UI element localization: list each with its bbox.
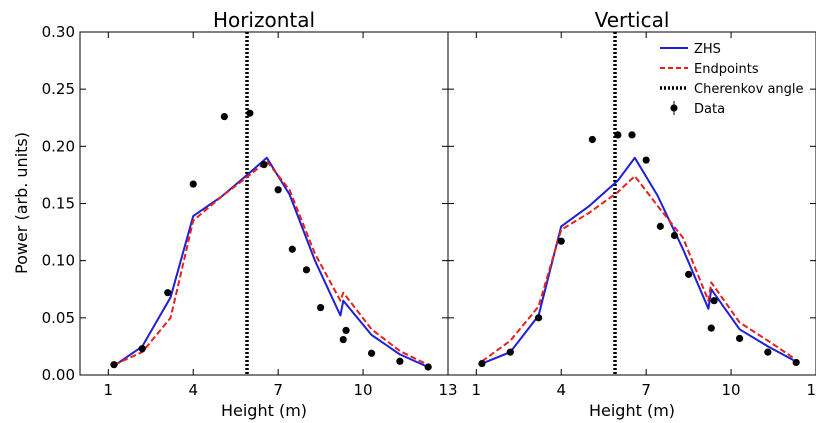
data-point <box>710 297 718 305</box>
x-tick-label: 4 <box>188 381 198 399</box>
data-point <box>164 289 172 297</box>
x-tick-label: 10 <box>722 381 741 399</box>
data-point <box>685 270 693 278</box>
data-point <box>478 359 486 368</box>
data-point <box>367 349 376 357</box>
data-point <box>274 186 282 194</box>
data-point <box>396 357 404 365</box>
x-tick-label: 7 <box>273 381 283 399</box>
data-point <box>792 358 800 367</box>
data-point <box>220 113 228 121</box>
data-point <box>642 156 650 164</box>
data-point <box>260 161 268 169</box>
x-tick-label: 1 <box>104 381 114 399</box>
series-line-endpoints <box>113 160 426 366</box>
y-tick-label: 0.25 <box>42 80 75 98</box>
legend-swatch-data <box>670 104 678 112</box>
legend-label-cherenkov: Cherenkov angle <box>694 82 804 97</box>
data-point <box>288 245 296 253</box>
series-line-zhs <box>481 156 794 365</box>
y-axis-label: Power (arb. units) <box>12 132 31 274</box>
data-point <box>707 324 715 332</box>
legend-label-data: Data <box>694 102 725 117</box>
data-point <box>317 303 325 312</box>
x-tick-label: 7 <box>641 381 651 399</box>
data-point <box>424 363 432 371</box>
data-point <box>246 109 254 117</box>
data-point <box>764 348 772 356</box>
data-point <box>138 345 146 353</box>
x-tick-label: 1 <box>472 381 482 399</box>
panel-title-horizontal: Horizontal <box>213 8 315 32</box>
x-axis-label-right: Height (m) <box>589 401 675 420</box>
data-point <box>670 231 679 240</box>
x-tick-label: 13 <box>806 381 816 399</box>
data-point <box>588 135 596 144</box>
y-tick-label: 0.15 <box>42 195 75 213</box>
data-point <box>557 237 565 245</box>
x-tick-label: 4 <box>556 381 566 399</box>
x-tick-label: 13 <box>438 381 457 399</box>
x-tick-label: 10 <box>354 381 373 399</box>
panel-0: 1 4 7 10 13 0.00 0.05 0.10 0.15 0.20 0.25 0.30 <box>42 23 458 399</box>
data-point <box>342 326 350 335</box>
panel-1: 1 4 7 10 13 <box>447 31 816 399</box>
y-tick-label: 0.30 <box>42 23 75 41</box>
series-line-endpoints <box>481 175 794 363</box>
data-point <box>339 335 347 344</box>
data-point <box>614 131 622 139</box>
y-tick-label: 0.00 <box>42 366 75 384</box>
data-point <box>628 131 636 139</box>
data-point <box>189 180 197 188</box>
series-line-zhs <box>113 156 426 367</box>
y-tick-label: 0.20 <box>42 137 75 155</box>
y-tick-label: 0.10 <box>42 252 75 270</box>
data-point <box>735 334 744 343</box>
panel-title-vertical: Vertical <box>595 8 670 32</box>
y-tick-label: 0.05 <box>42 309 75 327</box>
data-point <box>656 222 664 230</box>
legend-label-zhs: ZHS <box>694 42 721 57</box>
data-point <box>506 348 514 356</box>
data-point <box>110 361 118 369</box>
data-point <box>534 314 543 322</box>
plot-frame-0 <box>79 31 449 376</box>
x-axis-label-left: Height (m) <box>221 401 307 420</box>
data-point <box>302 266 311 274</box>
legend-label-endpoints: Endpoints <box>694 62 759 77</box>
legend: ZHS Endpoints Cherenkov angle Data <box>660 42 804 117</box>
plot-layer: 1 4 7 10 13 0.00 0.05 0.10 0.15 0.20 0.25 0.30 1 4 7 10… <box>42 23 816 399</box>
